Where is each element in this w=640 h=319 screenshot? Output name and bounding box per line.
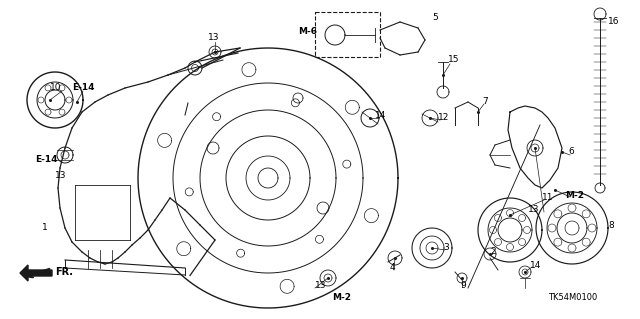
Polygon shape <box>20 265 52 281</box>
Text: 15: 15 <box>448 56 460 64</box>
Text: M-6: M-6 <box>298 27 317 36</box>
Text: E-14: E-14 <box>35 155 58 165</box>
Text: E-14: E-14 <box>72 84 95 93</box>
Text: 3: 3 <box>443 243 449 253</box>
Text: 8: 8 <box>608 220 614 229</box>
Text: 4: 4 <box>390 263 396 272</box>
Text: 14: 14 <box>375 110 387 120</box>
Text: 12: 12 <box>438 114 449 122</box>
Text: 7: 7 <box>482 98 488 107</box>
Text: 10: 10 <box>50 84 61 93</box>
Text: 6: 6 <box>568 147 573 157</box>
Text: M-2: M-2 <box>332 293 351 302</box>
Text: 5: 5 <box>432 13 438 23</box>
Text: 1: 1 <box>42 224 48 233</box>
Text: 13: 13 <box>315 280 326 290</box>
Text: 9: 9 <box>460 280 466 290</box>
Text: M-2: M-2 <box>565 190 584 199</box>
Text: 13: 13 <box>528 205 540 214</box>
Text: 13: 13 <box>208 33 220 42</box>
Text: 11: 11 <box>542 194 554 203</box>
Text: 14: 14 <box>530 261 541 270</box>
Text: 16: 16 <box>608 18 620 26</box>
Text: 2: 2 <box>490 248 495 256</box>
Text: TK54M0100: TK54M0100 <box>548 293 597 302</box>
Text: 13: 13 <box>55 170 67 180</box>
Text: FR.: FR. <box>55 267 73 277</box>
